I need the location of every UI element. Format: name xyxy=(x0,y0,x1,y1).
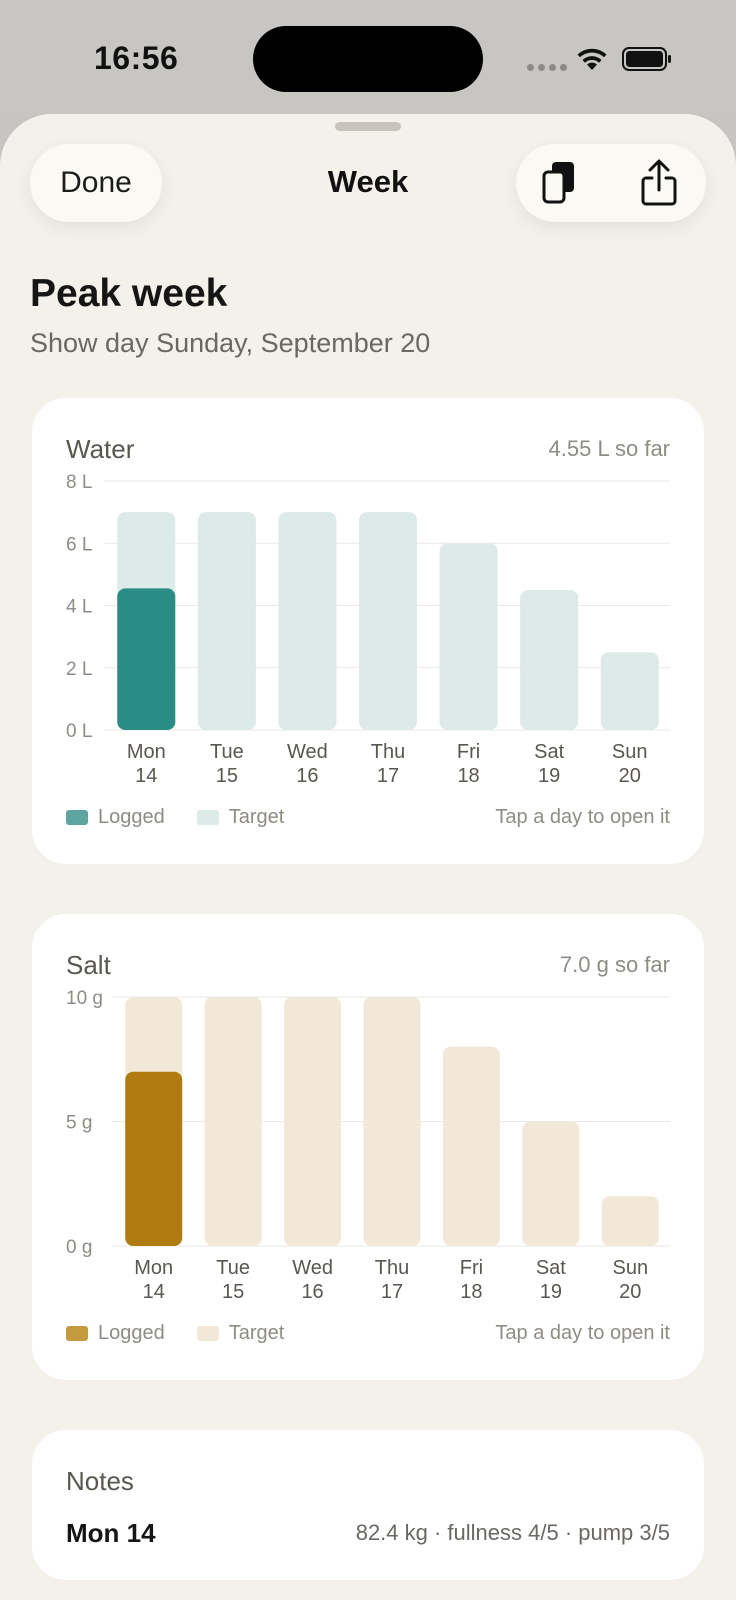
water-card-title: Water xyxy=(66,434,135,464)
x-tick-label-date: 15 xyxy=(222,1281,244,1303)
legend-label-logged: Logged xyxy=(98,1322,165,1344)
y-tick-label: 10 g xyxy=(66,988,103,1009)
y-tick-label: 0 L xyxy=(66,721,92,742)
legend-swatch-logged xyxy=(66,810,88,825)
water-summary: 4.55 L so far xyxy=(548,436,670,461)
bar-target[interactable] xyxy=(520,589,579,730)
x-tick-label-date: 14 xyxy=(143,1281,165,1303)
action-group xyxy=(516,144,706,222)
x-tick-label-date: 20 xyxy=(619,765,641,787)
x-tick-label-date: 19 xyxy=(538,765,560,787)
x-tick-label-day: Wed xyxy=(292,1257,333,1279)
page-title: Peak week xyxy=(30,272,228,315)
salt-summary: 7.0 g so far xyxy=(559,952,670,977)
bar-target[interactable] xyxy=(439,543,498,730)
x-tick-label-date: 20 xyxy=(619,1281,641,1303)
x-tick-label-day: Mon xyxy=(127,741,166,763)
x-tick-label-date: 18 xyxy=(457,765,479,787)
status-bar: 16:56 xyxy=(0,0,736,116)
x-tick-label-date: 15 xyxy=(216,765,238,787)
dynamic-island xyxy=(253,26,483,92)
water-legend: Logged Target xyxy=(66,806,316,829)
bar-target[interactable] xyxy=(359,512,417,730)
battery-icon xyxy=(622,47,671,71)
notes-card: Notes Mon 14 82.4 kg · fullness 4/5 · pu… xyxy=(32,1430,704,1580)
y-tick-label: 0 g xyxy=(66,1237,92,1258)
y-tick-label: 2 L xyxy=(66,659,92,680)
bar-logged[interactable] xyxy=(125,1071,183,1246)
status-time: 16:56 xyxy=(94,40,179,76)
bar-target[interactable] xyxy=(601,1196,659,1246)
bar-target[interactable] xyxy=(600,652,659,730)
legend-label-logged: Logged xyxy=(98,806,165,828)
bar-target[interactable] xyxy=(363,997,421,1246)
x-tick-label-day: Tue xyxy=(216,1257,250,1279)
salt-card-title: Salt xyxy=(66,950,111,980)
x-tick-label-date: 17 xyxy=(377,765,399,787)
bar-target[interactable] xyxy=(284,997,342,1246)
x-tick-label-day: Tue xyxy=(210,741,244,763)
bar-target[interactable] xyxy=(442,1046,500,1246)
x-tick-label-day: Sat xyxy=(534,741,564,763)
bar-target[interactable] xyxy=(197,512,256,730)
copy-icon[interactable] xyxy=(536,158,586,208)
water-card: Water 4.55 L so far 0 L 2 L 4 L 6 L 8 L Mon 14… xyxy=(32,398,704,864)
salt-hint: Tap a day to open it xyxy=(495,1322,670,1344)
bar-logged[interactable] xyxy=(117,588,176,730)
y-tick-label: 5 g xyxy=(66,1113,92,1134)
cellular-signal-icon xyxy=(527,64,567,71)
x-tick-label-day: Thu xyxy=(375,1257,409,1279)
x-tick-label-day: Wed xyxy=(287,741,328,763)
x-tick-label-date: 16 xyxy=(301,1281,323,1303)
x-tick-label-day: Sun xyxy=(612,741,648,763)
x-tick-label-date: 18 xyxy=(460,1281,482,1303)
y-tick-label: 6 L xyxy=(66,534,92,555)
x-tick-label-day: Mon xyxy=(134,1257,173,1279)
legend-swatch-target xyxy=(196,810,219,825)
legend-label-target: Target xyxy=(228,1322,285,1344)
x-tick-label-day: Sun xyxy=(612,1257,648,1279)
x-tick-label-date: 16 xyxy=(296,765,318,787)
notes-title: Notes xyxy=(66,1466,134,1496)
sheet-title: Week xyxy=(327,164,409,199)
week-sheet: Done Week Peak week Show day Sunday, Sep… xyxy=(0,114,736,1600)
salt-legend: Logged Target xyxy=(66,1322,316,1345)
wifi-icon xyxy=(577,48,607,70)
share-icon[interactable] xyxy=(634,158,684,208)
x-tick-label-day: Sat xyxy=(536,1257,566,1279)
bar-target[interactable] xyxy=(204,997,262,1246)
bar-target[interactable] xyxy=(278,512,337,730)
legend-swatch-target xyxy=(196,1326,219,1341)
bar-target[interactable] xyxy=(522,1121,580,1247)
salt-card: Salt 7.0 g so far 0 g 5 g 10 g Mon 14 Tue 15 We… xyxy=(32,914,704,1380)
note-text: 82.4 kg · fullness 4/5 · pump 3/5 xyxy=(355,1520,670,1545)
note-day[interactable]: Mon 14 xyxy=(66,1518,156,1548)
y-tick-label: 4 L xyxy=(66,597,92,618)
x-tick-label-day: Thu xyxy=(371,741,405,763)
legend-label-target: Target xyxy=(228,806,285,828)
sheet-grabber[interactable] xyxy=(335,122,401,131)
x-tick-label-day: Fri xyxy=(460,1257,483,1279)
x-tick-label-date: 19 xyxy=(540,1281,562,1303)
x-tick-label-date: 14 xyxy=(135,765,157,787)
legend-swatch-logged xyxy=(66,1326,88,1341)
water-hint: Tap a day to open it xyxy=(495,806,670,828)
y-tick-label: 8 L xyxy=(66,472,92,493)
done-button[interactable]: Done xyxy=(30,144,162,222)
x-tick-label-day: Fri xyxy=(457,741,480,763)
selected-day-link[interactable]: Show day Sunday, September 20 xyxy=(30,328,431,358)
x-tick-label-date: 17 xyxy=(381,1281,403,1303)
